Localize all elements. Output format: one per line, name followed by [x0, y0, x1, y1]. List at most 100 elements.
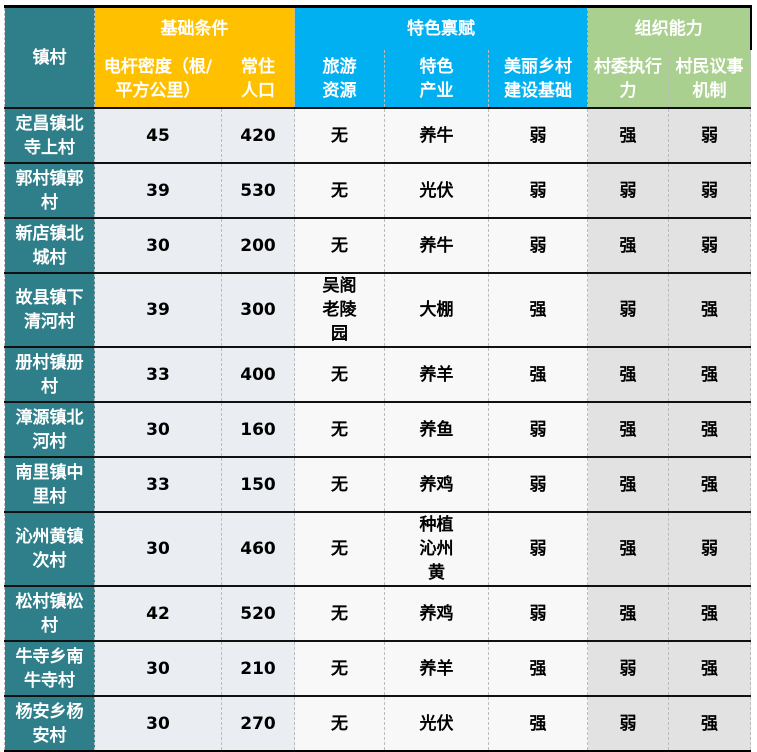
table-row: 松村镇松村 42 520 无养鸡弱强强	[4, 586, 751, 641]
table-row: 牛寺乡南牛寺村 30 210 无养羊强弱强	[4, 641, 751, 696]
cell: 强	[668, 696, 751, 751]
cell: 弱	[488, 512, 588, 586]
cell: 530	[221, 163, 295, 218]
cell: 养羊	[384, 641, 489, 696]
table-row: 漳源镇北河村 30 160 无养鱼弱强强	[4, 402, 751, 457]
cell: 400	[221, 347, 295, 402]
header-deliberation: 村民议事机制	[668, 50, 751, 108]
cell: 270	[221, 696, 295, 751]
cell: 弱	[587, 696, 669, 751]
cell: 强	[668, 347, 751, 402]
cell: 养鱼	[384, 402, 489, 457]
cell: 弱	[668, 218, 751, 273]
cell: 强	[668, 641, 751, 696]
cell: 30	[94, 402, 222, 457]
cell: 强	[668, 273, 751, 347]
cell: 光伏	[384, 163, 489, 218]
cell: 30	[94, 696, 222, 751]
cell: 300	[221, 273, 295, 347]
cell: 弱	[587, 273, 669, 347]
cell: 33	[94, 347, 222, 402]
cell: 强	[587, 347, 669, 402]
table-row: 新店镇北城村 30 200 无养牛弱强弱	[4, 218, 751, 273]
village-table: 镇村 基础条件 特色禀赋 组织能力 电杆密度（根/平方公里） 常住人口 旅游资源…	[4, 5, 752, 752]
group-features: 特色禀赋	[294, 6, 588, 50]
header-pole-density: 电杆密度（根/平方公里）	[94, 50, 222, 108]
cell: 弱	[668, 108, 751, 163]
header-beautiful-village: 美丽乡村建设基础	[488, 50, 588, 108]
cell: 强	[488, 347, 588, 402]
header-population: 常住人口	[221, 50, 295, 108]
cell: 33	[94, 457, 222, 512]
cell: 强	[587, 108, 669, 163]
cell: 无	[294, 457, 385, 512]
cell: 150	[221, 457, 295, 512]
cell: 30	[94, 641, 222, 696]
cell: 养羊	[384, 347, 489, 402]
header-tourism: 旅游资源	[294, 50, 385, 108]
cell: 42	[94, 586, 222, 641]
cell: 种植沁州黄	[384, 512, 489, 586]
cell: 强	[587, 457, 669, 512]
table-row: 沁州黄镇次村 30 460 无种植沁州黄弱强弱	[4, 512, 751, 586]
header-town-village: 镇村	[4, 6, 95, 108]
cell: 无	[294, 108, 385, 163]
cell: 强	[488, 641, 588, 696]
cell: 强	[587, 402, 669, 457]
cell: 无	[294, 163, 385, 218]
table-row: 杨安乡杨安村 30 270 无光伏强弱强	[4, 696, 751, 751]
village-name: 故县镇下清河村	[4, 273, 95, 347]
cell: 强	[488, 696, 588, 751]
cell: 养牛	[384, 218, 489, 273]
cell: 无	[294, 347, 385, 402]
village-name: 定昌镇北寺上村	[4, 108, 95, 163]
cell: 无	[294, 696, 385, 751]
cell: 弱	[488, 457, 588, 512]
cell: 39	[94, 273, 222, 347]
cell: 无	[294, 218, 385, 273]
cell: 强	[668, 586, 751, 641]
cell: 30	[94, 218, 222, 273]
cell: 强	[488, 273, 588, 347]
cell: 弱	[488, 163, 588, 218]
cell: 弱	[668, 163, 751, 218]
cell: 39	[94, 163, 222, 218]
village-name: 南里镇中里村	[4, 457, 95, 512]
table-row: 册村镇册村 33 400 无养羊强强强	[4, 347, 751, 402]
table-row: 郭村镇郭村 39 530 无光伏弱弱弱	[4, 163, 751, 218]
table-row: 南里镇中里村 33 150 无养鸡弱强强	[4, 457, 751, 512]
cell: 45	[94, 108, 222, 163]
village-name: 册村镇册村	[4, 347, 95, 402]
cell: 420	[221, 108, 295, 163]
village-name: 杨安乡杨安村	[4, 696, 95, 751]
cell: 大棚	[384, 273, 489, 347]
cell: 强	[587, 586, 669, 641]
cell: 强	[668, 402, 751, 457]
header-industry: 特色产业	[384, 50, 489, 108]
village-name: 牛寺乡南牛寺村	[4, 641, 95, 696]
cell: 520	[221, 586, 295, 641]
group-organization: 组织能力	[587, 6, 752, 50]
cell: 养牛	[384, 108, 489, 163]
cell: 强	[668, 457, 751, 512]
village-name: 沁州黄镇次村	[4, 512, 95, 586]
cell: 210	[221, 641, 295, 696]
cell: 弱	[488, 218, 588, 273]
cell: 强	[587, 512, 669, 586]
cell: 460	[221, 512, 295, 586]
cell: 强	[587, 218, 669, 273]
cell: 弱	[587, 641, 669, 696]
cell: 弱	[587, 163, 669, 218]
cell: 养鸡	[384, 586, 489, 641]
village-name: 松村镇松村	[4, 586, 95, 641]
table-row: 故县镇下清河村 39 300 吴阁老陵园 大棚强弱强	[4, 273, 751, 347]
cell: 弱	[488, 586, 588, 641]
cell: 弱	[488, 108, 588, 163]
cell: 光伏	[384, 696, 489, 751]
cell: 30	[94, 512, 222, 586]
cell: 无	[294, 641, 385, 696]
cell: 160	[221, 402, 295, 457]
cell: 无	[294, 586, 385, 641]
village-name: 郭村镇郭村	[4, 163, 95, 218]
table-row: 定昌镇北寺上村 45 420 无养牛弱强弱	[4, 108, 751, 163]
